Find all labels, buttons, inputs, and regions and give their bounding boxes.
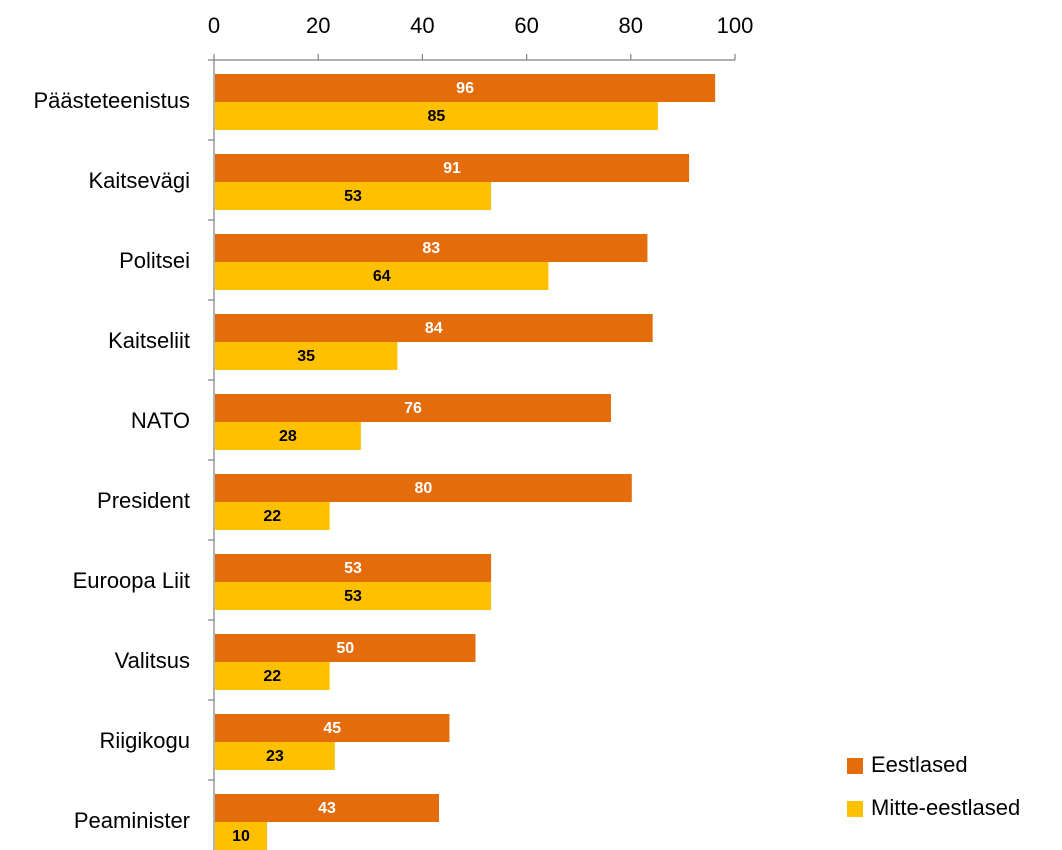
legend-swatch [847, 758, 863, 774]
bar [215, 394, 611, 422]
data-label: 43 [318, 800, 336, 817]
bar [215, 822, 268, 850]
bar [215, 154, 690, 182]
bar [215, 794, 440, 822]
bar [215, 474, 632, 502]
bar [215, 422, 361, 450]
data-label: 53 [344, 588, 362, 605]
bar [215, 234, 648, 262]
data-label: 50 [336, 640, 354, 657]
bars: 96 91 83 84 76 80 53 50 45 43 85 53 64 35 28 22 53 22 23 10 [215, 74, 716, 850]
data-label: 22 [263, 668, 281, 685]
bar [215, 502, 330, 530]
x-tick-label: 60 [514, 13, 538, 38]
data-label: 23 [266, 748, 284, 765]
data-label: 85 [428, 108, 446, 125]
category-label: Kaitsevägi [88, 168, 190, 193]
bar [215, 342, 398, 370]
x-tick-label: 80 [619, 13, 643, 38]
category-label: Kaitseliit [108, 328, 190, 353]
data-label: 83 [422, 240, 440, 257]
data-label: 35 [297, 348, 315, 365]
category-label: Euroopa Liit [73, 568, 190, 593]
x-tick-label: 40 [410, 13, 434, 38]
legend-swatch [847, 801, 863, 817]
x-tick-label: 100 [717, 13, 754, 38]
data-label: 45 [323, 720, 341, 737]
data-label: 96 [456, 80, 474, 97]
data-label: 53 [344, 188, 362, 205]
data-label: 10 [232, 828, 250, 845]
category-label: Politsei [119, 248, 190, 273]
bar [215, 634, 476, 662]
bar [215, 582, 492, 610]
data-label: 53 [344, 560, 362, 577]
data-label: 28 [279, 428, 297, 445]
data-label: 91 [443, 160, 461, 177]
bar [215, 742, 335, 770]
bar [215, 74, 716, 102]
data-label: 84 [425, 320, 443, 337]
x-tick-label: 0 [208, 13, 220, 38]
bar [215, 102, 658, 130]
category-label: Riigikogu [100, 728, 191, 753]
bar [215, 182, 492, 210]
category-label: Peaminister [74, 808, 190, 833]
legend-label: Eestlased [871, 752, 968, 777]
y-axis: Päästeteenistus Kaitsevägi Politsei Kaitsel… [33, 59, 215, 850]
data-label: 76 [404, 400, 422, 417]
legend-label: Mitte-eestlased [871, 795, 1020, 820]
category-label: NATO [131, 408, 190, 433]
data-label: 64 [373, 268, 391, 285]
bar [215, 714, 450, 742]
legend: Eestlased Mitte-eestlased [847, 752, 1020, 820]
category-label: President [97, 488, 190, 513]
category-label: Valitsus [115, 648, 190, 673]
category-label: Päästeteenistus [33, 88, 190, 113]
bar [215, 662, 330, 690]
data-label: 80 [415, 480, 433, 497]
bar [215, 554, 492, 582]
x-tick-label: 20 [306, 13, 330, 38]
bar [215, 262, 549, 290]
data-label: 22 [263, 508, 281, 525]
x-axis: 0 20 40 60 80 100 [208, 13, 754, 61]
bar [215, 314, 653, 342]
